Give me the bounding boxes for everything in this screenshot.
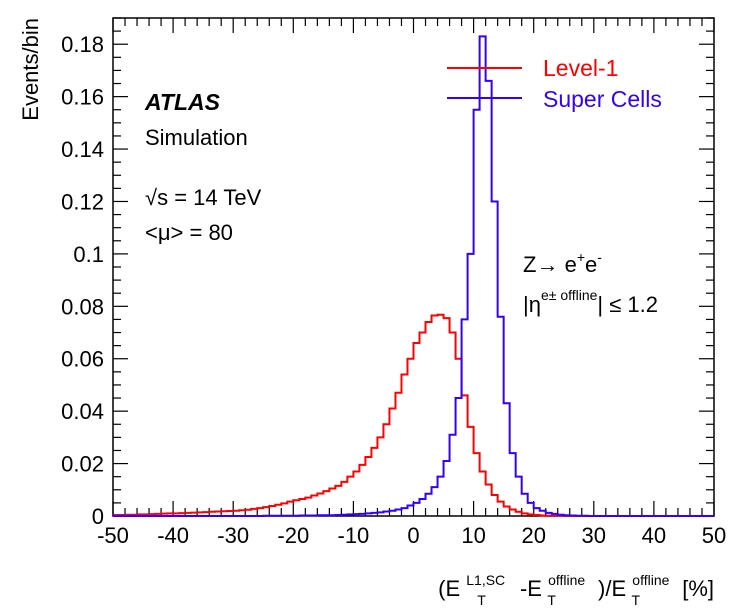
process-sup-minus: - — [597, 249, 602, 265]
x-title-sub1: T — [477, 592, 486, 608]
eta-open: |η — [523, 292, 541, 317]
sqrt-symbol: √ — [145, 185, 158, 210]
process-post: e — [558, 252, 576, 277]
x-tick-label: -20 — [277, 523, 309, 548]
legend-label-super-cells: Super Cells — [543, 86, 662, 112]
x-title-sub2: T — [547, 592, 556, 608]
y-axis-title: Events/bin — [18, 18, 43, 121]
eta-sup: e± offline — [541, 287, 598, 303]
x-axis-title: (E L1,SC T -E offline T )/E offline T [%… — [438, 565, 714, 610]
x-tick-label: -30 — [217, 523, 249, 548]
series-line-super-cells — [113, 35, 714, 517]
x-title-pre: (E — [438, 576, 460, 601]
series-line-level-1 — [113, 313, 714, 517]
x-tick-label: 10 — [461, 523, 485, 548]
x-tick-label: 30 — [582, 523, 606, 548]
x-tick-label: 0 — [407, 523, 419, 548]
process-label: Z→ e+e- — [523, 249, 602, 277]
x-title-mid2: )/E — [598, 576, 626, 601]
x-tick-label: 40 — [642, 523, 666, 548]
y-tick-label: 0.12 — [61, 189, 104, 214]
axis-ticks — [112, 17, 715, 517]
x-title-sup1: L1,SC — [466, 572, 505, 588]
energy-label: √s = 14 TeV — [145, 185, 262, 210]
x-title-sup3: offline — [632, 572, 669, 588]
y-tick-label: 0.1 — [73, 242, 104, 267]
process-e2: e — [585, 252, 597, 277]
process-sup-plus: + — [577, 249, 585, 265]
simulation-label: Simulation — [145, 125, 248, 150]
y-tick-label: 0.06 — [61, 347, 104, 372]
x-tick-labels: -50 -40 -30 -20 -10 0 10 20 30 40 50 — [97, 523, 726, 548]
atlas-label: ATLAS — [144, 89, 221, 115]
x-tick-label: 20 — [521, 523, 545, 548]
x-tick-label: -40 — [157, 523, 189, 548]
x-tick-label: -10 — [338, 523, 370, 548]
x-title-mid1: -E — [520, 576, 542, 601]
plot-area — [112, 17, 715, 517]
series-layer — [113, 35, 714, 517]
x-title-sup2: offline — [548, 572, 585, 588]
eta-cut-label: |ηe± offline| ≤ 1.2 — [523, 287, 658, 317]
y-tick-label: 0.16 — [61, 85, 104, 110]
eta-close: | ≤ 1.2 — [597, 292, 658, 317]
process-arrow: → — [536, 252, 558, 277]
x-title-sub3: T — [632, 592, 641, 608]
y-tick-labels: 0 0.02 0.04 0.06 0.08 0.1 0.12 0.14 0.16 0.18 — [61, 32, 104, 529]
pileup-label: <μ> = 80 — [145, 220, 233, 245]
y-tick-label: 0.02 — [61, 452, 104, 477]
y-tick-label: 0 — [92, 504, 104, 529]
legend: Level-1 Super Cells — [447, 55, 662, 112]
x-tick-label: 50 — [702, 523, 726, 548]
x-title-post: [%] — [682, 576, 714, 601]
legend-label-level-1: Level-1 — [543, 55, 618, 81]
x-tick-label: -50 — [97, 523, 129, 548]
process-pre: Z — [523, 252, 536, 277]
y-tick-label: 0.08 — [61, 294, 104, 319]
y-tick-label: 0.14 — [61, 137, 104, 162]
energy-text: s = 14 TeV — [157, 185, 261, 210]
y-tick-label: 0.04 — [61, 399, 104, 424]
y-tick-label: 0.18 — [61, 32, 104, 57]
